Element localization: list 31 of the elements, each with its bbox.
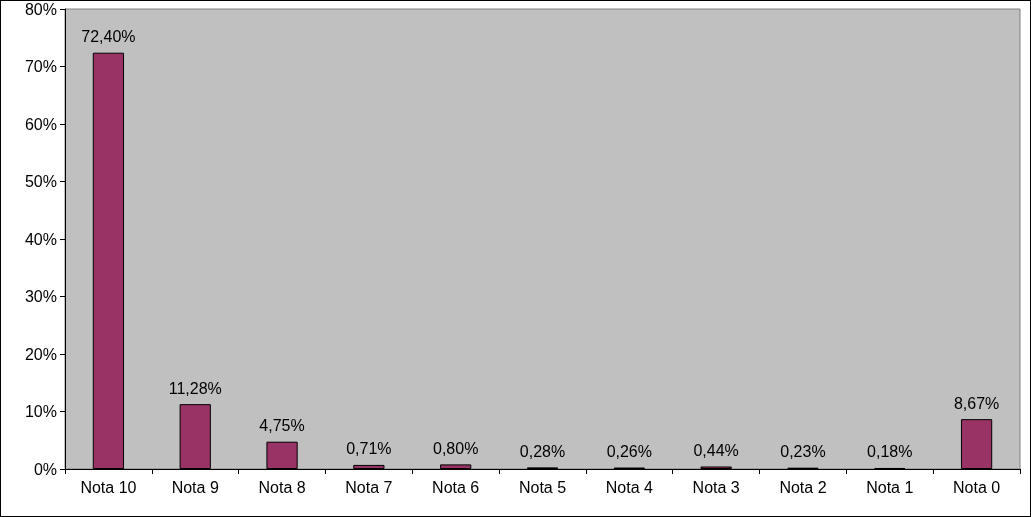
- data-label: 11,28%: [168, 379, 222, 397]
- x-tick-label: Nota 1: [866, 478, 914, 496]
- data-label: 0,26%: [606, 443, 653, 461]
- data-label: 0,18%: [867, 443, 913, 461]
- x-tick-label: Nota 7: [345, 478, 393, 496]
- y-tick-label: 0%: [33, 460, 57, 478]
- x-tick-label: Nota 3: [692, 478, 740, 496]
- y-tick-label: 20%: [24, 345, 57, 363]
- x-tick-label: Nota 2: [779, 478, 827, 496]
- y-tick-label: 30%: [24, 288, 57, 305]
- data-label: 0,44%: [693, 441, 739, 459]
- data-label: 0,71%: [346, 440, 392, 458]
- x-tick-label: Nota 10: [80, 478, 137, 496]
- data-label: 4,75%: [259, 417, 305, 435]
- x-tick-label: Nota 9: [171, 478, 219, 496]
- data-label: 0,80%: [432, 439, 479, 457]
- data-label: 8,67%: [953, 394, 1000, 412]
- x-tick-label: Nota 6: [432, 478, 480, 496]
- data-label: 0,23%: [780, 443, 826, 461]
- y-tick-label: 10%: [24, 403, 57, 420]
- x-tick-label: Nota 4: [605, 478, 653, 496]
- data-label: 0,28%: [519, 442, 566, 460]
- y-tick-label: 50%: [24, 173, 57, 190]
- y-tick-label: 70%: [24, 58, 57, 75]
- y-tick-label: 40%: [24, 230, 57, 248]
- x-tick-label: Nota 8: [258, 478, 306, 496]
- y-tick-label: 60%: [24, 115, 57, 133]
- data-label: 72,40%: [81, 28, 136, 46]
- x-tick-label: Nota 0: [953, 478, 1001, 496]
- x-tick-label: Nota 5: [518, 478, 567, 496]
- y-tick-label: 80%: [24, 0, 57, 18]
